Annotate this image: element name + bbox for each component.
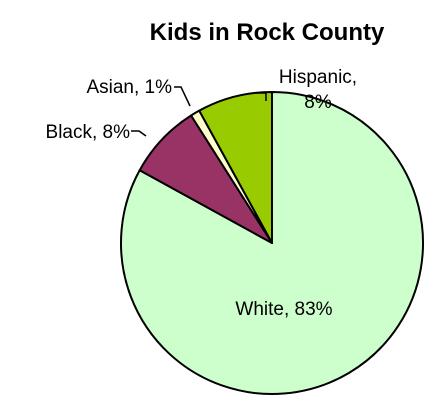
pie-slices — [120, 91, 424, 395]
slice-label-asian: Asian, 1% — [86, 77, 172, 98]
slice-label-white: White, 83% — [235, 299, 332, 320]
pie-slice-hispanic — [198, 91, 273, 244]
slice-label-black: Black, 8% — [46, 122, 131, 143]
hispanic-leader-line — [256, 92, 267, 101]
slice-label-hispanic-line1: Hispanic, — [279, 67, 357, 88]
asian-leader-line — [174, 86, 191, 107]
chart-title: Kids in Rock County — [150, 19, 385, 46]
black-leader-line — [131, 130, 147, 137]
slice-label-hispanic-line2: 8% — [304, 92, 332, 113]
